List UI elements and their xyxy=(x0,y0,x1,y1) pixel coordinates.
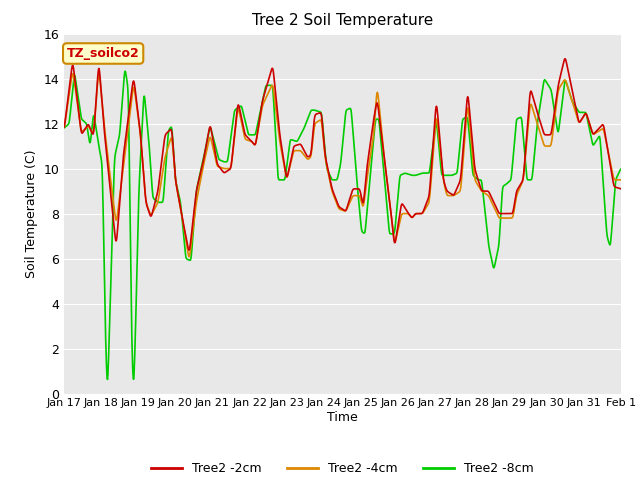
Y-axis label: Soil Temperature (C): Soil Temperature (C) xyxy=(25,149,38,278)
Line: Tree2 -4cm: Tree2 -4cm xyxy=(64,73,621,257)
Tree2 -8cm xyxy=(104,376,111,382)
Tree2 -8cm xyxy=(148,180,156,186)
Tree2 -2cm xyxy=(474,176,482,182)
Tree2 -4cm xyxy=(556,84,564,90)
Tree2 -8cm xyxy=(60,125,68,131)
Tree2 -8cm xyxy=(318,114,326,120)
Title: Tree 2 Soil Temperature: Tree 2 Soil Temperature xyxy=(252,13,433,28)
Text: TZ_soilco2: TZ_soilco2 xyxy=(67,47,140,60)
Tree2 -8cm xyxy=(617,167,625,172)
Tree2 -4cm xyxy=(318,122,326,128)
Legend: Tree2 -2cm, Tree2 -4cm, Tree2 -8cm: Tree2 -2cm, Tree2 -4cm, Tree2 -8cm xyxy=(146,457,539,480)
Tree2 -2cm xyxy=(328,186,336,192)
Tree2 -4cm xyxy=(148,212,156,217)
Tree2 -4cm xyxy=(69,71,77,76)
Tree2 -4cm xyxy=(611,176,618,182)
Tree2 -4cm xyxy=(186,254,193,260)
Tree2 -8cm xyxy=(474,177,482,182)
Tree2 -4cm xyxy=(328,189,336,195)
Tree2 -2cm xyxy=(60,124,68,130)
Tree2 -2cm xyxy=(186,247,193,253)
X-axis label: Time: Time xyxy=(327,411,358,424)
Tree2 -8cm xyxy=(611,194,618,200)
Line: Tree2 -8cm: Tree2 -8cm xyxy=(64,72,621,379)
Line: Tree2 -2cm: Tree2 -2cm xyxy=(64,59,621,250)
Tree2 -2cm xyxy=(617,186,625,192)
Tree2 -2cm xyxy=(556,77,563,83)
Tree2 -2cm xyxy=(147,213,155,219)
Tree2 -4cm xyxy=(474,183,482,189)
Tree2 -2cm xyxy=(561,56,569,61)
Tree2 -8cm xyxy=(556,118,564,124)
Tree2 -2cm xyxy=(317,113,325,119)
Tree2 -8cm xyxy=(328,177,336,182)
Tree2 -4cm xyxy=(60,124,68,130)
Tree2 -4cm xyxy=(617,177,625,183)
Tree2 -2cm xyxy=(611,183,618,189)
Tree2 -8cm xyxy=(122,69,129,74)
